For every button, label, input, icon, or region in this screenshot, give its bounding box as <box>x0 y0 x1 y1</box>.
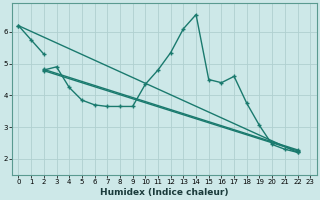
X-axis label: Humidex (Indice chaleur): Humidex (Indice chaleur) <box>100 188 228 197</box>
